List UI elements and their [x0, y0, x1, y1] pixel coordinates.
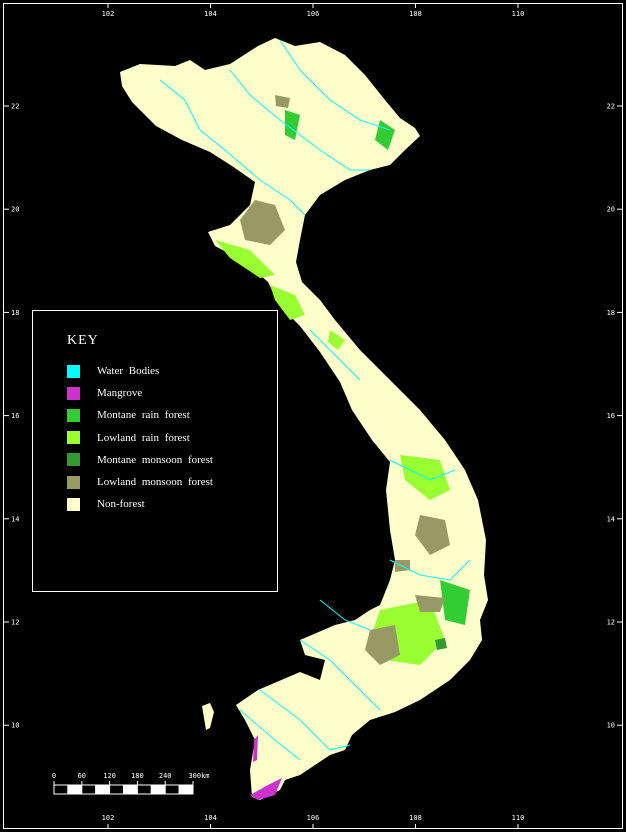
lon-tick-label: 108 [409, 814, 422, 822]
lat-tick-label: 16 [607, 412, 615, 420]
lat-tick-label: 14 [11, 515, 19, 523]
scale-label: 0 [52, 772, 56, 780]
legend-swatch [67, 364, 80, 378]
legend-swatch [67, 408, 80, 422]
scale-label: 240 [159, 772, 172, 780]
legend-label: Water Bodies [97, 365, 160, 377]
scale-label: 120 [103, 772, 116, 780]
lat-tick-label: 14 [607, 515, 615, 523]
legend-item: Non-forest [67, 497, 145, 511]
legend-swatch [67, 475, 80, 489]
lat-tick-label: 12 [607, 619, 615, 627]
legend-item: Montane monsoon forest [67, 453, 213, 467]
lon-tick-label: 102 [102, 10, 115, 18]
lon-tick-label: 104 [204, 814, 217, 822]
legend-item: Montane rain forest [67, 408, 190, 422]
lat-tick-label: 10 [607, 722, 615, 730]
lon-tick-label: 106 [307, 10, 320, 18]
scale-segment [53, 784, 69, 795]
legend-title: KEY [67, 333, 99, 348]
legend-label: Non-forest [97, 498, 145, 511]
scale-segment [164, 784, 180, 795]
scale-label: 60 [78, 772, 86, 780]
legend-swatch [67, 431, 80, 445]
scale-segment [136, 784, 152, 795]
scale-segment [67, 784, 83, 795]
lat-tick-label: 16 [11, 412, 19, 420]
lon-tick-label: 102 [102, 814, 115, 822]
legend-label: Lowland monsoon forest [97, 476, 213, 488]
scale-segment [150, 784, 166, 795]
lat-tick-label: 22 [607, 103, 615, 111]
lat-tick-label: 12 [11, 619, 19, 627]
rivers [159, 39, 471, 761]
legend-item: Lowland rain forest [67, 431, 190, 445]
legend-item: Water Bodies [67, 364, 159, 378]
lat-tick-label: 10 [11, 722, 19, 730]
lat-tick-label: 18 [11, 309, 19, 317]
lat-tick-label: 20 [607, 206, 615, 214]
map-frame [3, 3, 623, 829]
scale-bar: 0 60 120 180 240 300km [52, 772, 210, 795]
graticule-ticks: 102 102 104 104 106 106 108 108 110 110 22 22 20 20 18… [4, 4, 622, 828]
lat-tick-label: 20 [11, 206, 19, 214]
lon-tick-label: 104 [204, 10, 217, 18]
scale-segment [81, 784, 97, 795]
legend-label: Lowland rain forest [97, 431, 190, 444]
scale-label: 300km [188, 772, 209, 780]
forest-patches [215, 95, 470, 800]
map-legend: KEY Water Bodies Mangrove Montane rain for… [32, 310, 278, 592]
legend-swatch [67, 386, 80, 400]
legend-item: Lowland monsoon forest [67, 475, 213, 489]
lon-tick-label: 110 [512, 814, 525, 822]
scale-segment [123, 784, 138, 795]
legend-item: Mangrove [67, 386, 142, 400]
legend-swatch [67, 497, 80, 511]
lat-tick-label: 22 [11, 103, 19, 111]
legend-label: Montane monsoon forest [97, 453, 213, 466]
scale-segment [109, 784, 124, 795]
lon-tick-label: 108 [409, 10, 422, 18]
lon-tick-label: 110 [512, 10, 525, 18]
lat-tick-label: 18 [607, 309, 615, 317]
legend-label: Montane rain forest [97, 409, 190, 422]
lon-tick-label: 106 [307, 814, 320, 822]
scale-segment [178, 784, 194, 795]
scale-segment [95, 784, 111, 795]
legend-label: Mangrove [97, 387, 143, 400]
scale-label: 180 [131, 772, 144, 780]
phu-quoc-island [202, 703, 214, 730]
legend-swatch [67, 453, 80, 467]
